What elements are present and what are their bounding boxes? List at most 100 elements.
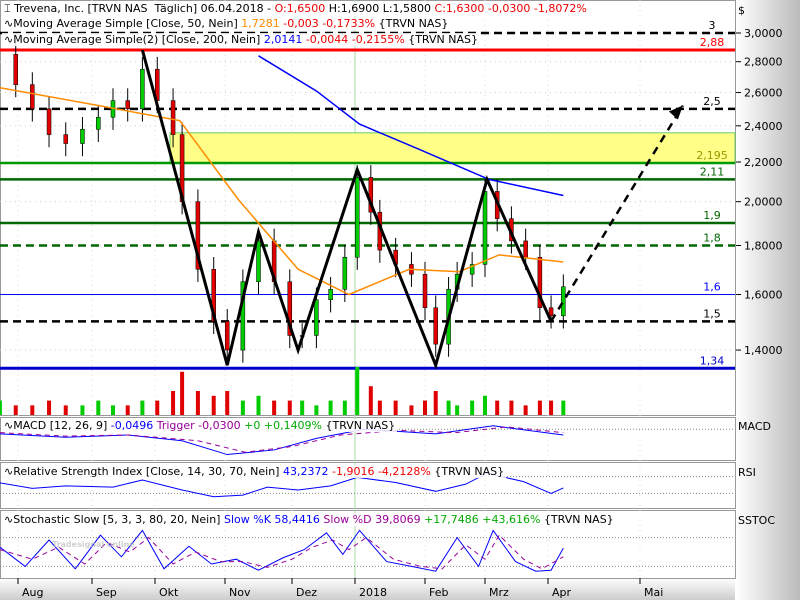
volume-bar [470, 400, 475, 415]
volume-bar [195, 391, 200, 415]
volume-bar [368, 386, 373, 415]
candle [314, 299, 319, 336]
macd-change: +0 +0,1409% [244, 419, 323, 432]
ma200-symbol: {TRVN NAS} [408, 33, 478, 46]
candle [30, 84, 35, 110]
bar-icon: ⌶ [4, 2, 15, 15]
volume-bar [0, 400, 2, 415]
x-tick-label: 2018 [359, 586, 387, 599]
stoch-label: Stochastic Slow [5, 3, 3, 80, 20, Nein] [13, 513, 221, 526]
macd-axis-label: MACD [738, 420, 771, 433]
candle [96, 117, 101, 130]
rsi-value: 43,2372 [282, 465, 329, 478]
level-label: 1,8 [703, 232, 721, 245]
volume-bar [272, 400, 277, 415]
level-label: 1,6 [703, 281, 721, 294]
x-tick-label: Dez [296, 586, 317, 599]
volume-bar [256, 395, 261, 415]
volume-bar [328, 400, 333, 415]
volume-bar [455, 405, 460, 415]
volume-bar [96, 400, 101, 415]
stoch-k: Slow %K 58,4416 [223, 513, 320, 526]
panel-border [0, 417, 736, 461]
ma50-line [0, 87, 564, 296]
candle [537, 256, 543, 308]
ma200-line [258, 55, 564, 197]
volume-bar [393, 400, 398, 415]
volume-bar [171, 391, 176, 415]
candle [287, 281, 293, 336]
rsi-legend[interactable]: ∿Relative Strength Index [Close, 14, 30,… [2, 465, 507, 478]
arrow-head [668, 105, 683, 120]
volume-bar [509, 400, 514, 415]
x-tick-label: Sep [96, 586, 117, 599]
ma50-legend[interactable]: ∿Moving Average Simple [Close, 50, Nein]… [2, 17, 451, 30]
y-tick-label: 1,6000 [744, 289, 783, 302]
level-label: 1,34 [700, 354, 725, 367]
volume-bar [80, 405, 85, 415]
indicator-icon: ∿ [4, 513, 14, 526]
stoch-legend[interactable]: ∿Stochastic Slow [5, 3, 3, 80, 20, Nein]… [2, 513, 616, 526]
y-tick-label: 2,6000 [744, 87, 783, 100]
candle [224, 321, 230, 351]
candle [46, 108, 52, 135]
panel-border [0, 462, 736, 509]
yellow-zone [169, 132, 736, 164]
x-tick-label: Feb [429, 586, 448, 599]
ma50-change: -0,003 -0,1733% [283, 17, 376, 30]
candle [195, 201, 201, 270]
volume-bar [342, 400, 347, 415]
volume-bar [47, 400, 52, 415]
ma200-legend[interactable]: ∿Moving Average Simple(2) [Close, 200, N… [2, 33, 480, 46]
candle [523, 240, 528, 258]
volume-bar [240, 400, 245, 415]
y-tick-label: 1,4000 [744, 344, 783, 357]
volume-bar [30, 405, 35, 415]
volume-bar [355, 367, 360, 415]
macd-label: MACD [12, 26, 9] [13, 419, 108, 432]
candle [482, 191, 488, 265]
volume-bar [423, 400, 427, 415]
ma50-label: Moving Average Simple [Close, 50, Nein] [13, 17, 238, 30]
volume-bar [13, 405, 18, 415]
level-label: 2,195 [696, 149, 728, 162]
y-tick-label: 2,4000 [744, 120, 783, 133]
macd-symbol: {TRVN NAS} [325, 419, 396, 432]
x-tick-label: Apr [552, 586, 572, 599]
level-label: 1,9 [703, 209, 721, 222]
volume-bar [180, 371, 185, 415]
macd-legend[interactable]: ∿MACD [12, 26, 9] -0,0496 Trigger -0,030… [2, 419, 398, 432]
candle [125, 100, 130, 110]
x-tick-label: Aug [22, 586, 43, 599]
macd-value: -0,0496 [110, 419, 154, 432]
candle [140, 68, 145, 110]
candle [256, 240, 261, 282]
candle [433, 307, 438, 345]
candle [80, 129, 85, 144]
level-label: 2,11 [700, 165, 725, 178]
ma50-value: 1,7281 [241, 17, 280, 30]
ma50-symbol: {TRVN NAS} [378, 17, 449, 30]
candle [355, 177, 360, 258]
stoch-symbol: {TRVN NAS} [543, 513, 614, 526]
candle [342, 256, 348, 290]
rsi-axis-label: RSI [738, 466, 756, 479]
volume-bar [63, 405, 68, 415]
volume-bar [140, 400, 145, 415]
close-value: C:1,6300 -0,0300 -1,8072% [434, 2, 587, 15]
projection-arrow [549, 104, 684, 323]
volume-bar [523, 405, 528, 415]
rsi-symbol: {TRVN NAS} [434, 465, 505, 478]
macd-line [0, 425, 564, 456]
volume-bar [495, 400, 500, 415]
indicator-icon: ∿ [4, 419, 14, 432]
watermark-logo: Tradesignal online [52, 540, 135, 549]
rsi-change: -1,9016 -4,2128% [331, 465, 431, 478]
candle [240, 281, 246, 351]
level-label: 2,88 [700, 36, 725, 49]
volume-bar [537, 400, 542, 415]
y-tick-label: 2,2000 [744, 156, 783, 169]
low-value: L:1,5800 [382, 2, 432, 15]
